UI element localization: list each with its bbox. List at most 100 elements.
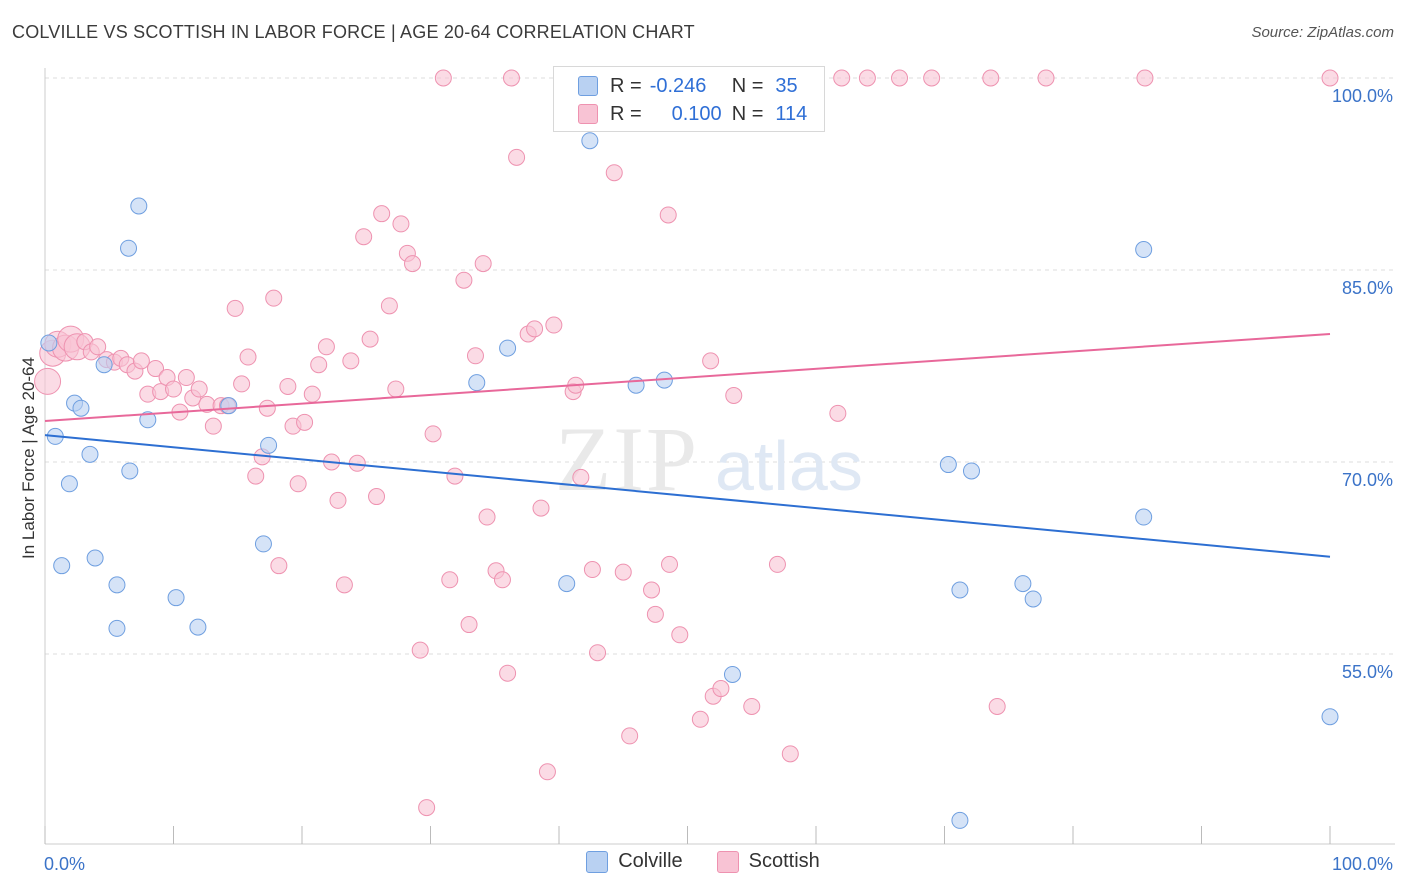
scottish-r-label: R =	[610, 102, 642, 125]
colville-point	[499, 339, 517, 357]
colville-point	[468, 374, 486, 392]
colville-n-value: 35	[775, 74, 798, 97]
colville-point	[951, 581, 969, 599]
scottish-point	[418, 799, 436, 817]
scottish-point	[404, 255, 422, 273]
colville-point	[1014, 575, 1032, 593]
scottish-point	[190, 380, 208, 398]
scottish-point	[858, 69, 876, 87]
data-points	[34, 69, 1339, 829]
scottish-point	[605, 164, 623, 182]
legend-item-colville[interactable]: Colville	[586, 850, 683, 873]
colville-swatch	[578, 76, 598, 96]
colville-point	[1135, 508, 1153, 526]
colville-trend-line	[44, 434, 1331, 558]
scottish-point	[743, 697, 761, 715]
watermark-zip: ZIP	[555, 408, 699, 510]
scottish-point	[499, 664, 517, 682]
scottish-point	[545, 316, 563, 334]
colville-point	[121, 462, 139, 480]
colville-point	[139, 411, 157, 429]
scottish-point	[589, 644, 607, 662]
scottish-point	[646, 605, 664, 623]
scottish-point	[441, 571, 459, 589]
chart-title: COLVILLE VS SCOTTISH IN LABOR FORCE | AG…	[12, 22, 695, 42]
x-tick-label: 0.0%	[44, 854, 85, 874]
scottish-point	[702, 352, 720, 370]
scottish-point	[446, 467, 464, 485]
scottish-point	[270, 557, 288, 575]
scottish-point	[460, 616, 478, 634]
scottish-point	[833, 69, 851, 87]
watermark-atlas: atlas	[715, 427, 863, 505]
colville-point	[40, 334, 58, 352]
scottish-point	[296, 413, 314, 431]
scottish-point	[502, 69, 520, 87]
scottish-point	[329, 491, 347, 509]
scottish-point	[303, 385, 321, 403]
scottish-point	[424, 425, 442, 443]
colville-point	[260, 436, 278, 454]
scottish-trend-line	[44, 333, 1331, 423]
scottish-point	[829, 404, 847, 422]
colville-point	[254, 535, 272, 553]
source-credit: Source: ZipAtlas.com	[1251, 24, 1394, 41]
scottish-point	[659, 206, 677, 224]
scottish-point	[342, 352, 360, 370]
scottish-point	[572, 468, 590, 486]
scottish-point	[982, 69, 1000, 87]
scottish-point	[361, 330, 379, 348]
y-tick-label: 100.0%	[1332, 86, 1393, 106]
colville-point	[95, 356, 113, 374]
scottish-point	[289, 475, 307, 493]
colville-point	[558, 575, 576, 593]
scottish-point	[478, 508, 496, 526]
colville-legend-swatch	[586, 850, 609, 873]
colville-point	[86, 549, 104, 567]
colville-point	[81, 445, 99, 463]
y-tick-label: 70.0%	[1342, 470, 1393, 490]
legend-item-scottish[interactable]: Scottish	[716, 850, 820, 873]
scottish-point	[380, 297, 398, 315]
scottish-point	[988, 697, 1006, 715]
scottish-point	[335, 576, 353, 594]
scottish-legend-label: Scottish	[748, 850, 820, 872]
scottish-point	[34, 367, 62, 395]
scottish-point	[725, 386, 743, 404]
scottish-point	[411, 641, 429, 659]
colville-point	[120, 239, 138, 257]
legend-row-colville: R = -0.246 N = 35	[578, 73, 798, 99]
scottish-r-value: 0.100	[671, 102, 722, 125]
scottish-point	[239, 348, 257, 366]
scottish-point	[147, 360, 165, 378]
scottish-point	[317, 338, 335, 356]
scottish-point	[474, 255, 492, 273]
colville-point	[60, 475, 78, 493]
colville-point	[1135, 241, 1153, 259]
scottish-point	[265, 289, 283, 307]
scottish-point	[691, 710, 709, 728]
colville-r-label: R =	[610, 74, 642, 97]
scottish-point	[165, 380, 182, 398]
scottish-point	[132, 352, 150, 370]
colville-legend-label: Colville	[618, 850, 683, 872]
colville-point	[108, 619, 126, 637]
scottish-point	[661, 555, 679, 573]
scottish-point	[434, 69, 452, 87]
scottish-point	[891, 69, 909, 87]
colville-point	[1321, 708, 1339, 726]
grid-lines	[45, 77, 1395, 655]
colville-point	[220, 397, 238, 415]
scottish-swatch	[578, 104, 598, 124]
colville-point	[723, 665, 741, 683]
y-tick-label: 85.0%	[1342, 278, 1393, 298]
scottish-point	[392, 215, 410, 233]
scottish-point	[614, 563, 632, 581]
scottish-point	[768, 555, 786, 573]
scottish-point	[583, 561, 601, 579]
scottish-point	[712, 680, 730, 698]
scottish-point	[89, 338, 107, 356]
series-legend: Colville Scottish	[0, 850, 1406, 873]
scottish-point	[671, 626, 689, 644]
